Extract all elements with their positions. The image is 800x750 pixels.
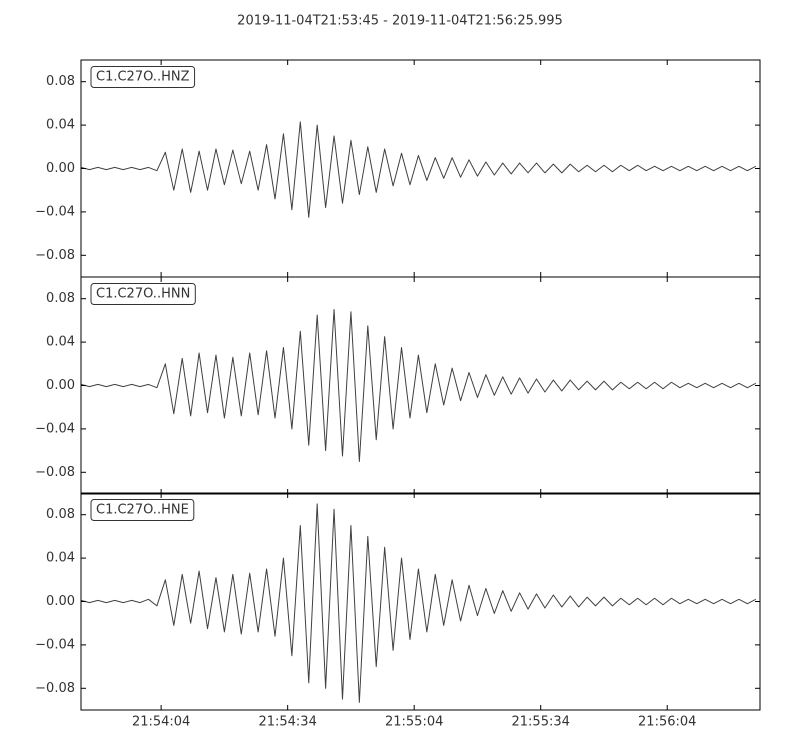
x-tick-label: 21:54:04: [132, 715, 190, 730]
legend-label: C1.C27O..HNN: [96, 287, 190, 302]
y-tick-label: −0.08: [35, 465, 75, 480]
legend-box: [90, 499, 195, 521]
y-tick-label: 0.04: [46, 335, 75, 350]
y-tick-label: 0.08: [46, 507, 75, 522]
legend-box: [90, 66, 196, 88]
legend-box: [90, 283, 196, 305]
y-tick-label: 0.00: [46, 161, 75, 176]
y-tick-label: 0.04: [46, 118, 75, 133]
x-tick-label: 21:55:34: [512, 715, 570, 730]
y-tick-label: −0.04: [35, 204, 75, 219]
axes-frame: [80, 492, 761, 711]
y-tick-label: −0.04: [35, 421, 75, 436]
y-tick-label: −0.04: [35, 637, 75, 652]
y-tick-label: 0.00: [46, 594, 75, 609]
chart-title: 2019-11-04T21:53:45 - 2019-11-04T21:56:2…: [237, 14, 563, 29]
y-tick-label: 0.00: [46, 378, 75, 393]
x-tick-label: 21:55:04: [385, 715, 443, 730]
legend-label: C1.C27O..HNZ: [96, 70, 190, 85]
axes-frame: [80, 276, 761, 495]
y-tick-label: 0.08: [46, 291, 75, 306]
y-tick-label: 0.08: [46, 74, 75, 89]
waveform: [80, 309, 757, 462]
x-tick-label: 21:56:04: [638, 715, 696, 730]
waveform: [80, 121, 757, 218]
y-tick-label: −0.08: [35, 248, 75, 263]
y-tick-label: −0.08: [35, 681, 75, 696]
waveform: [80, 503, 757, 703]
y-tick-label: 0.04: [46, 551, 75, 566]
legend-label: C1.C27O..HNE: [96, 503, 189, 518]
x-tick-label: 21:54:34: [258, 715, 316, 730]
